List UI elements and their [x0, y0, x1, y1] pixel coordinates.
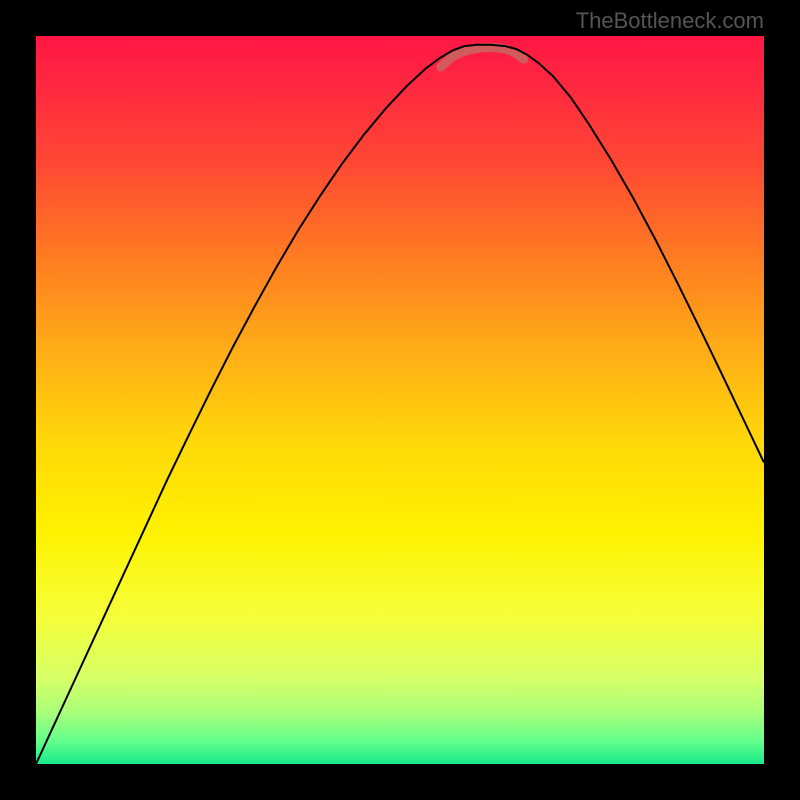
main-curve [36, 45, 764, 764]
watermark-text: TheBottleneck.com [576, 8, 764, 34]
chart-container: TheBottleneck.com [0, 0, 800, 800]
curves-layer [36, 36, 764, 764]
plot-area [36, 36, 764, 764]
